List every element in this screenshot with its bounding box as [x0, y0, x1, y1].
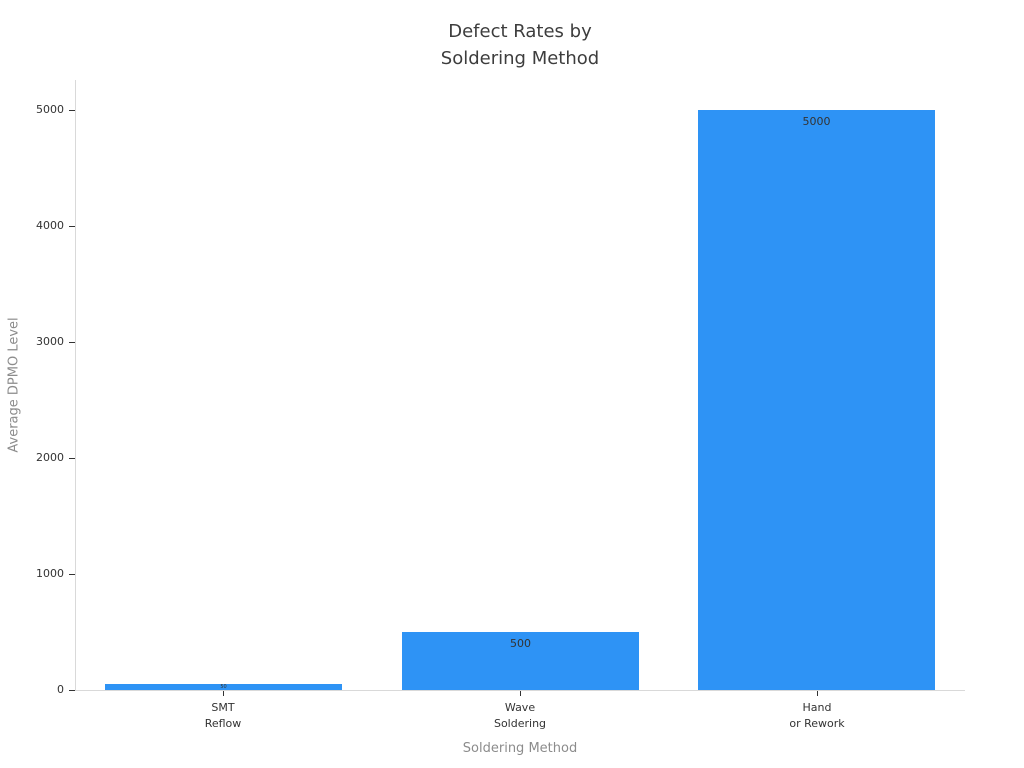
y-tick-label: 5000	[36, 103, 64, 116]
y-tick-mark	[69, 690, 75, 691]
y-tick-label: 3000	[36, 335, 64, 348]
x-tick-mark	[223, 691, 224, 696]
chart-title-line-1: Defect Rates by	[448, 21, 592, 42]
x-axis-line	[75, 690, 965, 691]
chart-title: Defect Rates by Soldering Method	[75, 18, 965, 72]
bar-wave-soldering: 500	[402, 632, 639, 690]
y-tick-mark	[69, 342, 75, 343]
x-tick-label-line: Reflow	[204, 717, 242, 730]
x-tick-label: Wave Soldering	[420, 700, 620, 732]
x-tick-label: Hand or Rework	[717, 700, 917, 732]
x-tick-label-line: Wave	[504, 701, 536, 714]
y-tick-label: 2000	[36, 451, 64, 464]
x-tick-label-line: or Rework	[789, 717, 845, 730]
x-tick-label-line: SMT	[211, 701, 235, 714]
y-tick-mark	[69, 574, 75, 575]
bar-value-label: 50	[220, 684, 227, 690]
x-tick-mark	[520, 691, 521, 696]
x-tick-label-line: Soldering	[493, 717, 547, 730]
bar-value-label: 5000	[802, 115, 831, 128]
bar-value-label: 500	[510, 637, 531, 650]
y-axis-line	[75, 80, 76, 691]
x-tick-mark	[817, 691, 818, 696]
y-tick-label: 0	[57, 683, 64, 696]
y-tick-mark	[69, 110, 75, 111]
x-tick-label: SMT Reflow	[123, 700, 323, 732]
x-tick-label-line: Hand	[802, 701, 832, 714]
y-tick-label: 1000	[36, 567, 64, 580]
y-tick-mark	[69, 458, 75, 459]
x-axis-title: Soldering Method	[462, 741, 578, 756]
bar-hand-or-rework: 5000	[698, 110, 935, 690]
chart-title-line-2: Soldering Method	[440, 48, 600, 69]
y-tick-mark	[69, 226, 75, 227]
y-tick-label: 4000	[36, 219, 64, 232]
bar-smt-reflow: 50	[105, 684, 342, 690]
